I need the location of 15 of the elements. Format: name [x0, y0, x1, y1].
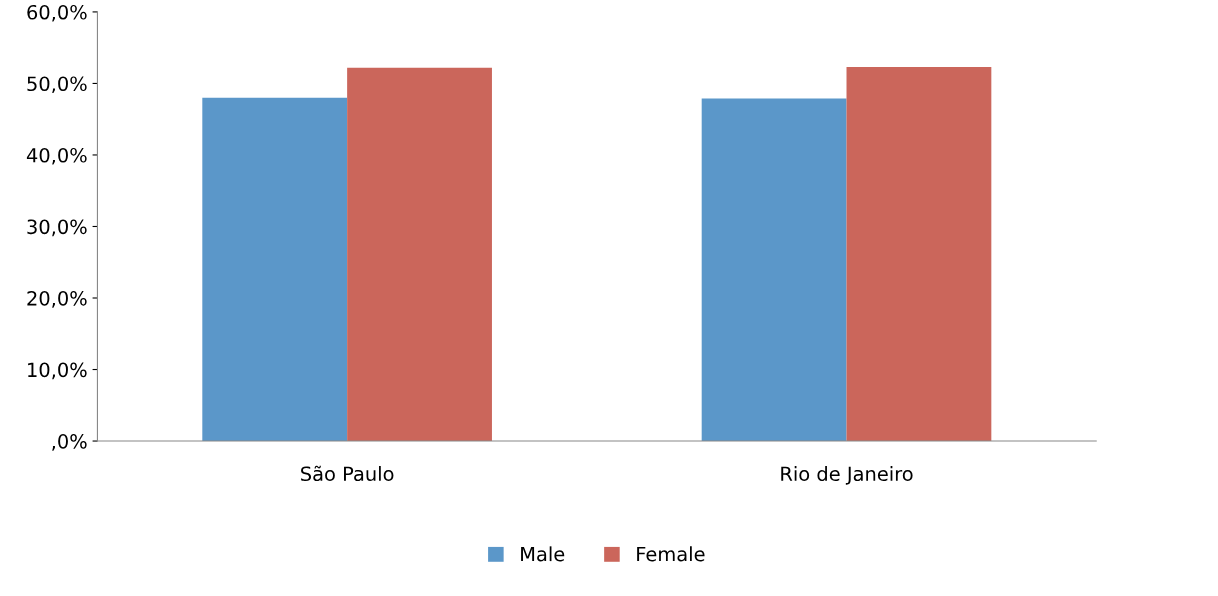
legend-label: Male	[521, 546, 565, 562]
bar	[701, 98, 847, 442]
bar	[347, 67, 492, 442]
bar	[846, 66, 992, 442]
bar	[202, 97, 348, 442]
y-tick-label: 60,0%	[27, 4, 87, 22]
y-tick-label: 50,0%	[27, 76, 87, 94]
legend-label: Female	[637, 546, 705, 562]
y-tick-label: 40,0%	[26, 147, 87, 165]
y-tick-label: 10,0%	[28, 362, 87, 380]
y-tick-label: ,0%	[52, 434, 87, 451]
y-tick-label: 20,0%	[27, 290, 87, 308]
y-tick-label: 30,0%	[27, 219, 87, 237]
x-tick-label: Rio de Janeiro	[781, 466, 913, 485]
x-tick-label: São Paulo	[301, 465, 394, 482]
